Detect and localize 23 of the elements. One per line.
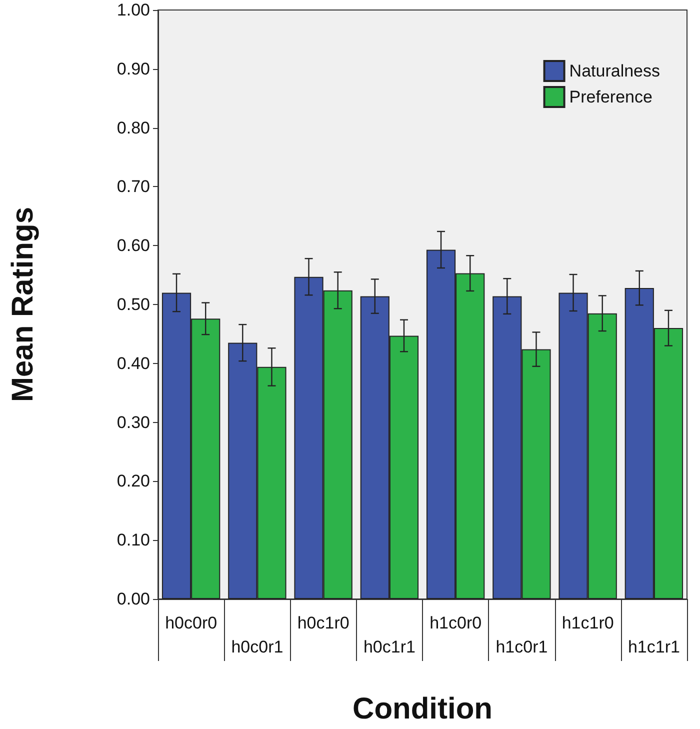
x-tick-label: h1c0r0 [430,614,482,632]
x-tick-label: h0c0r0 [165,614,218,632]
y-tick-label: 0.00 [116,590,150,608]
y-tick-label: 0.40 [116,354,150,373]
x-tick-label: h1c1r1 [628,638,680,656]
x-tick-label: h0c1r0 [297,614,350,632]
y-tick-label: 1.00 [116,0,150,20]
x-axis-title: Condition [352,692,492,726]
legend-label: Preference [569,88,652,106]
y-tick-label: 0.10 [116,530,150,550]
x-tick-label: h0c1r1 [363,638,416,656]
y-tick-label: 0.60 [116,236,150,256]
y-tick-label: 0.80 [116,118,150,138]
legend-label: Naturalness [569,62,660,80]
y-tick-label: 0.70 [116,177,150,196]
y-tick-label: 0.20 [116,472,150,491]
x-tick-label: h1c0r1 [496,638,548,656]
y-tick-label: 0.50 [116,295,150,314]
y-tick-label: 0.30 [116,412,150,432]
y-tick-label: 0.90 [116,59,150,78]
x-tick-label: h1c1r0 [562,614,614,632]
x-tick-label: h0c0r1 [231,638,284,656]
y-axis-title: Mean Ratings [6,206,40,402]
